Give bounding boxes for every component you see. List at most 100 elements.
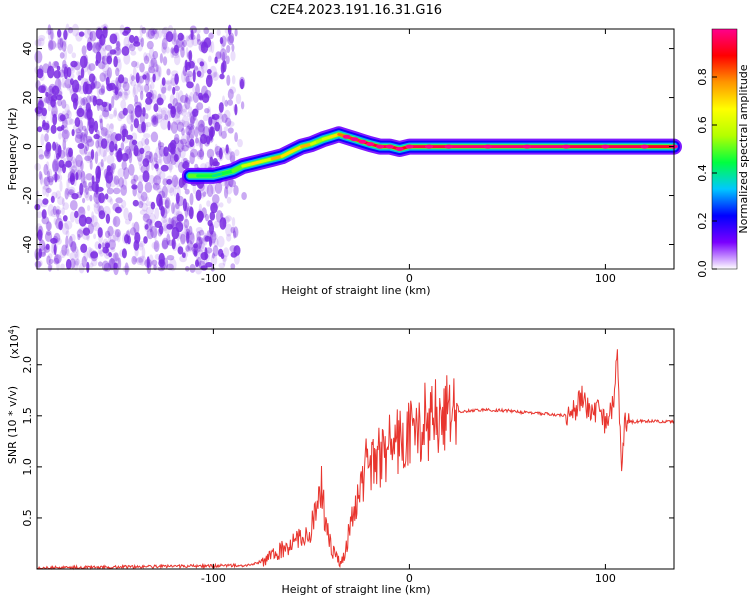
noise-blob	[174, 133, 180, 145]
noise-blob	[116, 133, 122, 141]
noise-blob	[145, 201, 154, 207]
noise-blob	[141, 137, 146, 147]
noise-blob	[38, 34, 46, 42]
noise-blob	[106, 82, 112, 89]
noise-blob	[241, 192, 247, 200]
noise-blob	[142, 158, 150, 167]
noise-blob	[145, 97, 153, 105]
noise-blob	[121, 160, 127, 171]
noise-blob	[117, 113, 123, 122]
noise-blob	[209, 230, 217, 244]
noise-blob	[150, 201, 156, 210]
noise-blob	[88, 248, 95, 260]
noise-blob	[139, 147, 145, 155]
noise-blob	[93, 221, 100, 232]
noise-blob	[207, 219, 213, 227]
noise-blob	[78, 119, 84, 133]
noise-blob	[146, 40, 154, 50]
noise-blob	[55, 42, 62, 49]
noise-blob	[46, 176, 55, 183]
noise-blob	[80, 160, 84, 172]
noise-blob	[48, 83, 57, 93]
noise-blob	[141, 121, 146, 133]
noise-blob	[98, 261, 103, 267]
noise-blob	[221, 113, 228, 124]
noise-blob	[40, 251, 46, 257]
ridge-peak	[601, 144, 610, 149]
noise-blob	[206, 148, 215, 159]
noise-blob	[52, 241, 58, 252]
noise-blob	[218, 102, 224, 113]
noise-blob	[99, 118, 103, 124]
noise-blob	[189, 25, 197, 34]
noise-blob	[87, 64, 92, 76]
noise-blob	[211, 128, 215, 137]
noise-blob	[53, 70, 61, 79]
noise-blob	[203, 183, 209, 195]
noise-blob	[45, 141, 52, 152]
noise-blob	[184, 225, 189, 231]
noise-blob	[192, 69, 196, 83]
noise-blob	[93, 202, 101, 215]
noise-blob	[74, 210, 79, 219]
noise-blob	[59, 180, 63, 192]
noise-blob	[68, 147, 73, 158]
noise-blob	[55, 163, 62, 173]
noise-blob	[104, 130, 113, 138]
noise-blob	[83, 181, 87, 193]
noise-blob	[110, 253, 117, 265]
noise-blob	[233, 185, 239, 196]
noise-blob	[209, 236, 212, 248]
noise-blob	[170, 77, 177, 87]
noise-blob	[130, 123, 134, 132]
noise-blob	[113, 46, 122, 56]
noise-blob	[167, 142, 176, 153]
noise-blob	[50, 124, 57, 134]
noise-blob	[185, 74, 189, 84]
noise-blob	[95, 175, 100, 186]
noise-blob	[193, 242, 202, 253]
noise-blob	[160, 118, 169, 130]
noise-blob	[196, 102, 204, 111]
noise-blob	[197, 119, 205, 133]
noise-blob	[50, 208, 58, 218]
noise-blob	[205, 262, 213, 268]
noise-blob	[208, 116, 213, 126]
noise-blob	[68, 235, 73, 248]
noise-blob	[135, 61, 140, 69]
noise-blob	[148, 59, 155, 71]
noise-blob	[131, 255, 137, 265]
noise-blob	[181, 70, 187, 83]
noise-blob	[83, 225, 88, 235]
noise-blob	[43, 243, 47, 255]
noise-blob	[176, 121, 184, 132]
noise-blob	[133, 174, 139, 182]
noise-blob	[178, 90, 184, 104]
noise-blob	[146, 28, 154, 40]
noise-blob	[76, 107, 85, 118]
noise-blob	[90, 250, 99, 262]
noise-blob	[227, 88, 234, 100]
noise-blob	[137, 82, 141, 93]
noise-blob	[84, 128, 88, 138]
noise-blob	[94, 190, 99, 198]
noise-blob	[98, 205, 104, 216]
noise-blob	[185, 47, 189, 58]
noise-blob	[157, 140, 162, 151]
noise-blob	[82, 197, 86, 204]
noise-blob	[214, 121, 221, 132]
noise-blob	[82, 180, 87, 188]
noise-blob	[151, 241, 159, 250]
noise-blob	[123, 167, 130, 180]
noise-blob	[38, 239, 46, 252]
noise-blob	[66, 109, 71, 116]
noise-blob	[133, 239, 140, 251]
noise-blob	[95, 95, 102, 108]
noise-blob	[192, 108, 199, 117]
noise-blob	[170, 105, 177, 118]
noise-blob	[154, 253, 161, 260]
noise-blob	[87, 246, 93, 259]
noise-blob	[57, 164, 63, 174]
noise-blob	[38, 260, 43, 267]
noise-blob	[55, 205, 61, 216]
